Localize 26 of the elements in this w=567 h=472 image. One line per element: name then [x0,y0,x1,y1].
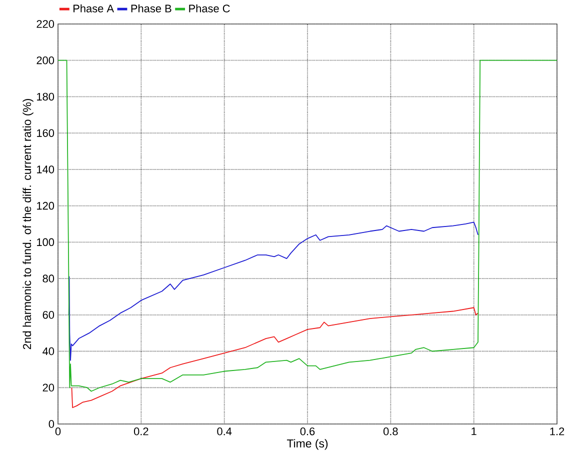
y-tick-label: 160 [37,129,54,137]
x-tick-label: 0.4 [217,428,232,436]
y-tick-label: 20 [42,384,54,392]
legend-label: Phase B [131,4,172,12]
y-tick-label: 180 [37,92,54,101]
x-tick-label: 1.2 [550,428,564,436]
x-tick-label: 0 [55,428,61,436]
legend-label: Phase C [189,4,230,12]
y-axis-title: 2nd harmonic to fund. of the diff. current ratio (%) [22,98,34,350]
y-tick-label: 40 [42,347,54,356]
x-tick-label: 0.2 [134,428,148,436]
y-tick-label: 60 [42,311,54,319]
y-tick-label: 80 [42,274,54,282]
y-tick-label: 120 [37,202,54,210]
x-tick-label: 1 [472,428,476,436]
y-tick-label: 220 [36,20,54,28]
x-tick-label: 0.6 [300,428,315,436]
x-axis-title: Time (s) [286,439,328,450]
line-series [68,222,478,361]
y-tick-label: 100 [37,238,54,246]
legend-label: Phase A [74,4,114,12]
y-tick-label: 200 [36,56,54,64]
y-tick-label: 140 [37,166,54,174]
x-tick-label: 0.8 [383,428,398,436]
y-tick-label: 0 [48,420,54,428]
line-series [71,307,478,408]
